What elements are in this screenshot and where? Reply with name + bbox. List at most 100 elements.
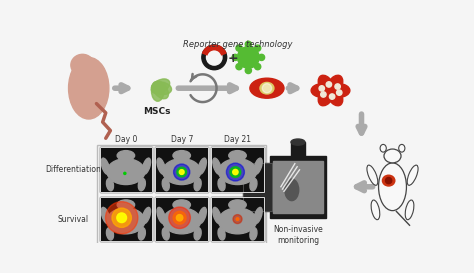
Wedge shape <box>202 45 226 55</box>
Circle shape <box>202 45 227 70</box>
Ellipse shape <box>250 228 257 240</box>
Circle shape <box>329 94 335 99</box>
Ellipse shape <box>407 165 418 185</box>
Circle shape <box>258 54 264 61</box>
Circle shape <box>245 41 251 48</box>
Ellipse shape <box>384 149 401 163</box>
Ellipse shape <box>250 78 284 98</box>
Ellipse shape <box>153 82 168 99</box>
Ellipse shape <box>163 159 201 185</box>
Circle shape <box>233 215 242 224</box>
Ellipse shape <box>218 228 225 240</box>
Ellipse shape <box>213 158 221 174</box>
Bar <box>211 197 264 241</box>
Ellipse shape <box>385 177 392 184</box>
Ellipse shape <box>152 81 164 101</box>
Ellipse shape <box>71 54 94 76</box>
Ellipse shape <box>326 75 343 96</box>
Text: Survival: Survival <box>58 215 89 224</box>
Ellipse shape <box>107 159 145 185</box>
Ellipse shape <box>218 178 225 191</box>
Ellipse shape <box>326 85 343 106</box>
Ellipse shape <box>379 163 406 211</box>
Bar <box>273 161 323 213</box>
Ellipse shape <box>157 158 165 174</box>
Bar <box>243 163 272 211</box>
Ellipse shape <box>151 79 170 94</box>
Ellipse shape <box>213 207 221 224</box>
Ellipse shape <box>163 208 201 234</box>
Text: Non-invasive
monitoring: Non-invasive monitoring <box>273 225 323 245</box>
Ellipse shape <box>219 208 256 234</box>
Circle shape <box>207 50 222 65</box>
Ellipse shape <box>380 144 386 152</box>
Circle shape <box>321 92 326 97</box>
Circle shape <box>326 82 332 87</box>
Ellipse shape <box>69 57 109 119</box>
Ellipse shape <box>250 178 257 191</box>
Ellipse shape <box>142 158 151 174</box>
Ellipse shape <box>117 151 135 161</box>
Bar <box>100 147 152 192</box>
Bar <box>243 163 272 211</box>
Bar <box>211 197 264 241</box>
Bar <box>155 147 208 192</box>
Circle shape <box>106 202 138 234</box>
Circle shape <box>319 86 325 91</box>
Bar <box>100 197 152 241</box>
Ellipse shape <box>162 178 169 191</box>
Bar <box>291 142 305 156</box>
Ellipse shape <box>219 159 256 185</box>
Ellipse shape <box>142 207 151 224</box>
Circle shape <box>232 54 238 61</box>
Ellipse shape <box>101 207 109 224</box>
Ellipse shape <box>138 178 146 191</box>
Circle shape <box>173 164 190 180</box>
Ellipse shape <box>107 208 145 234</box>
Ellipse shape <box>229 200 246 210</box>
Ellipse shape <box>383 175 395 186</box>
Ellipse shape <box>318 85 335 106</box>
Circle shape <box>112 208 131 227</box>
Ellipse shape <box>367 165 378 185</box>
Ellipse shape <box>138 228 146 240</box>
Bar <box>270 156 326 218</box>
Ellipse shape <box>152 82 172 94</box>
Ellipse shape <box>318 75 335 96</box>
Circle shape <box>176 215 183 221</box>
Ellipse shape <box>157 207 165 224</box>
Ellipse shape <box>198 158 206 174</box>
Bar <box>155 197 208 241</box>
Circle shape <box>177 167 187 177</box>
Bar <box>97 145 266 244</box>
Circle shape <box>117 213 127 222</box>
Ellipse shape <box>254 158 262 174</box>
Ellipse shape <box>162 228 169 240</box>
Ellipse shape <box>107 178 113 191</box>
Text: Day 21: Day 21 <box>224 135 251 144</box>
Bar <box>155 147 208 192</box>
Text: MSCs: MSCs <box>143 107 171 116</box>
Ellipse shape <box>107 228 113 240</box>
Text: Day 7: Day 7 <box>171 135 193 144</box>
Circle shape <box>179 170 184 174</box>
Ellipse shape <box>399 144 405 152</box>
Ellipse shape <box>260 82 274 94</box>
Circle shape <box>236 64 242 70</box>
Ellipse shape <box>117 200 135 210</box>
Ellipse shape <box>173 200 191 210</box>
Text: +: + <box>228 52 238 66</box>
Circle shape <box>230 167 241 177</box>
Bar <box>100 197 152 241</box>
Circle shape <box>169 207 191 229</box>
Circle shape <box>237 47 259 68</box>
Circle shape <box>227 163 245 181</box>
Circle shape <box>255 45 261 51</box>
Ellipse shape <box>371 200 380 220</box>
Circle shape <box>236 218 239 220</box>
Ellipse shape <box>101 158 109 174</box>
Bar <box>100 147 152 192</box>
Bar <box>155 197 208 241</box>
Text: Reporter gene technology: Reporter gene technology <box>183 40 292 49</box>
Circle shape <box>255 64 261 70</box>
